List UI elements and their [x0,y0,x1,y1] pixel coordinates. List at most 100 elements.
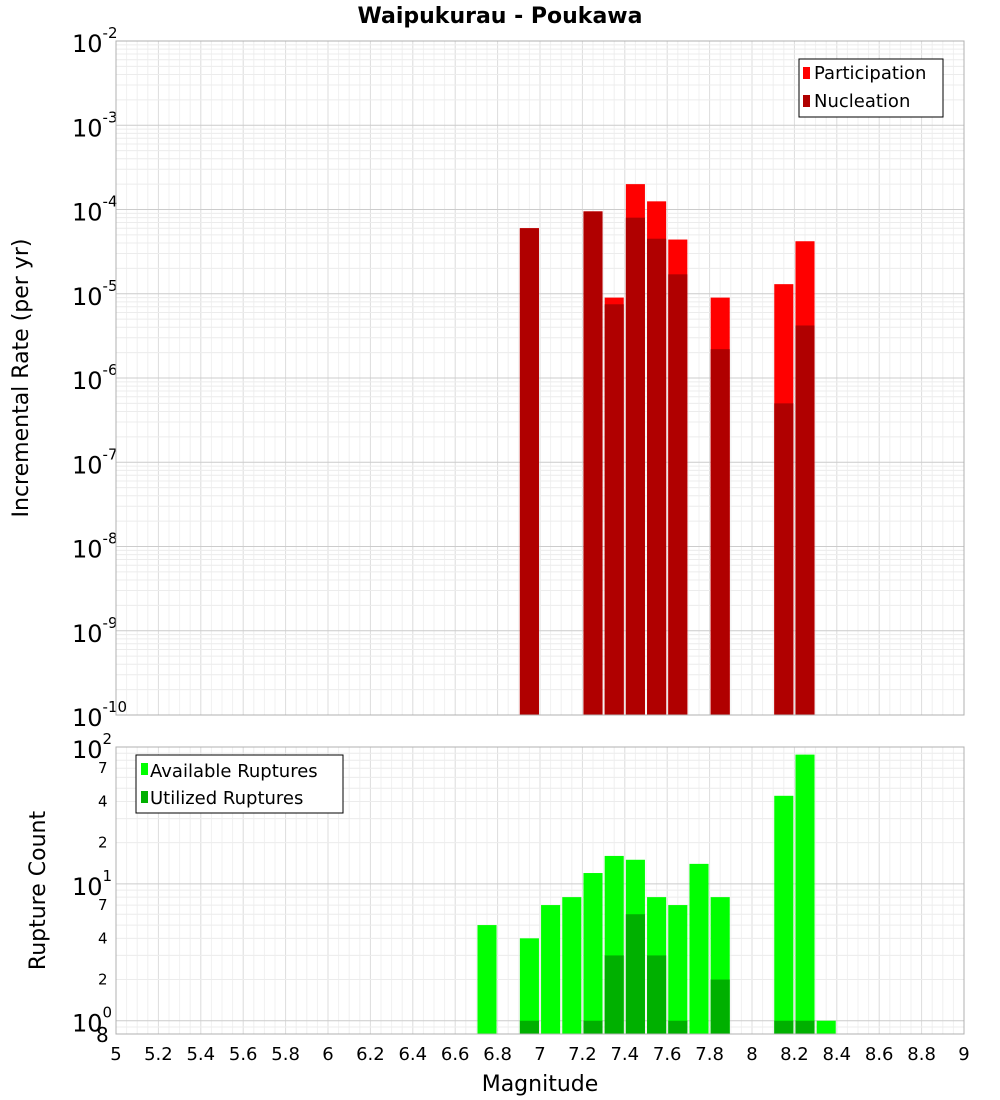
top-bar-nucleation-7-55 [647,238,667,715]
top-y-tick-label: 10-8 [72,530,118,564]
top-bar-nucleation-7-85 [710,349,730,715]
top-bar-nucleation-6-95 [519,228,539,716]
bottom-bar-available-ruptures-6-95 [519,938,539,1034]
x-tick-label: 8.4 [822,1044,851,1065]
tick-exponent: 2 [103,730,113,748]
x-tick-label: 7.8 [695,1044,724,1065]
top-y-tick-label: 10-5 [72,277,118,311]
x-tick-label: 7.6 [653,1044,682,1065]
bottom-legend: Available Ruptures Utilized Ruptures [135,754,344,814]
legend-label-available: Available Ruptures [150,761,318,782]
tick-exponent: -7 [103,445,118,463]
tick-base: 10 [72,873,103,901]
bottom-y-minor-tick-label: 7 [98,896,108,914]
top-bar-nucleation-8-15 [774,403,794,715]
bottom-bar-utilized-ruptures-8-25 [795,1020,815,1034]
x-tick-label: 5.2 [144,1044,173,1065]
tick-base: 10 [72,704,103,732]
bottom-bar-available-ruptures-7-25 [583,873,603,1034]
top-bar-nucleation-7-25 [583,211,603,716]
tick-exponent: -4 [103,193,118,211]
top-legend: Participation Nucleation [798,58,944,118]
x-tick-label: 7 [534,1044,545,1065]
tick-base: 10 [72,536,103,564]
bottom-y-minor-tick-label: 4 [98,929,108,947]
top-y-tick-label: 10-9 [72,614,118,648]
top-bar-nucleation-7-65 [668,274,688,715]
tick-base: 10 [72,451,103,479]
bottom-bar-available-ruptures-7-05 [541,905,561,1034]
x-tick-label: 8 [746,1044,757,1065]
legend-label-utilized: Utilized Ruptures [150,788,303,809]
tick-base: 10 [72,367,103,395]
bottom-bar-available-ruptures-8-15 [774,795,794,1034]
top-bars [519,184,815,716]
legend-swatch-available [141,763,148,775]
x-axis-label: Magnitude [482,1072,599,1097]
tick-exponent: 1 [103,867,113,885]
x-tick-label: 7.2 [568,1044,597,1065]
top-bar-nucleation-7-35 [604,304,624,715]
top-y-tick-label: 10-2 [72,24,118,58]
x-tick-label: 6.8 [483,1044,512,1065]
top-y-tick-label: 10-4 [72,193,118,227]
bottom-bar-utilized-ruptures-7-65 [668,1020,688,1034]
x-tick-label: 8.6 [865,1044,894,1065]
tick-exponent: -6 [103,361,118,379]
x-tick-label: 6.4 [398,1044,427,1065]
tick-base: 10 [72,199,103,227]
x-tick-label: 8.8 [907,1044,936,1065]
top-plot-border [115,40,965,716]
bottom-bar-available-ruptures-7-15 [562,897,582,1034]
tick-exponent: -8 [103,530,118,548]
bottom-bar-available-ruptures-8-35 [816,1020,836,1034]
x-tick-label: 6.2 [356,1044,385,1065]
bottom-bar-utilized-ruptures-7-85 [710,979,730,1034]
bottom-plot-border [115,746,965,1035]
tick-exponent: -3 [103,108,118,126]
tick-exponent: -2 [103,24,118,42]
bottom-y-minor-tick-label: 8 [96,1023,109,1047]
tick-exponent: 0 [103,1004,113,1022]
top-y-tick-label: 10-3 [72,108,118,142]
x-tick-label: 8.2 [780,1044,809,1065]
bottom-legend-box [135,754,344,814]
top-y-tick-label: 10-6 [72,361,118,395]
bottom-bar-available-ruptures-7-75 [689,863,709,1034]
bottom-bars [477,754,836,1034]
tick-base: 10 [72,620,103,648]
tick-base: 10 [72,283,103,311]
bottom-y-tick-label: 100 [72,1004,112,1038]
legend-swatch-participation [803,67,810,79]
x-tick-label: 5.4 [186,1044,215,1065]
tick-base: 10 [72,1010,103,1038]
x-tick-label: 6.6 [441,1044,470,1065]
bottom-y-axis-label: Rupture Count [26,811,51,971]
legend-swatch-utilized [141,791,148,803]
bottom-bar-utilized-ruptures-8-15 [774,1020,794,1034]
bottom-y-minor-tick-label: 7 [98,759,108,777]
bottom-bar-utilized-ruptures-7-25 [583,1020,603,1034]
bottom-y-tick-label: 101 [72,867,112,901]
bottom-bar-available-ruptures-7-65 [668,905,688,1034]
bottom-y-tick-label: 102 [72,730,112,764]
bottom-y-minor-tick-label: 2 [98,971,108,989]
top-bar-nucleation-7-45 [625,217,645,715]
bottom-y-minor-tick-label: 4 [98,792,108,810]
top-y-tick-label: 10-10 [72,698,127,732]
tick-base: 10 [72,114,103,142]
bottom-bar-utilized-ruptures-7-55 [647,955,667,1034]
tick-exponent: -10 [103,698,128,716]
x-ticks: 5 5.2 5.4 5.6 5.8 6 6.2 6.4 6.6 6.8 7 7.2 7.4 7.6 7.8 8… [110,1044,969,1065]
x-tick-label: 5.6 [229,1044,258,1065]
legend-label-participation: Participation [814,63,926,84]
top-grid [115,40,965,716]
bottom-bar-utilized-ruptures-7-45 [625,914,645,1034]
tick-base: 10 [72,736,103,764]
tick-exponent: -5 [103,277,118,295]
bottom-bar-utilized-ruptures-7-35 [604,955,624,1034]
